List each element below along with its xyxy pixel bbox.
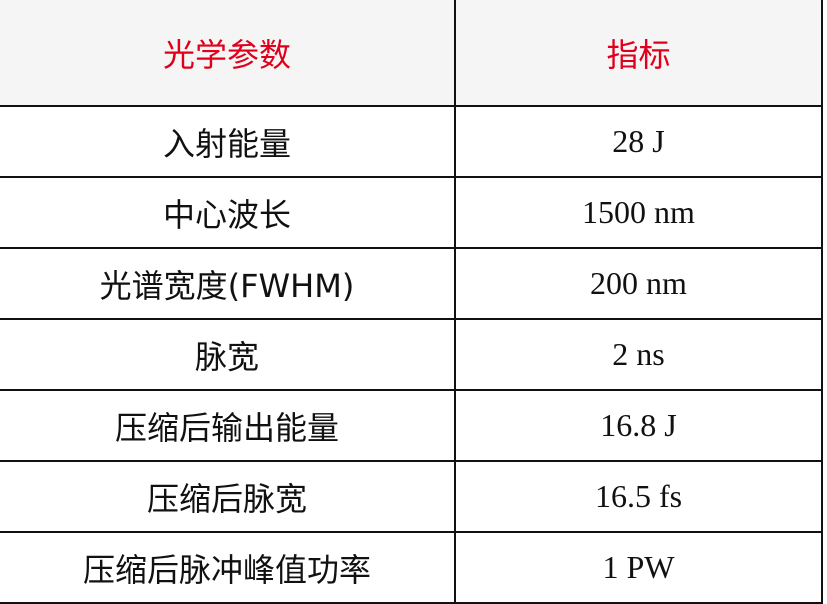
table-row: 压缩后输出能量 16.8 J [0, 390, 823, 462]
table-row: 脉宽 2 ns [0, 319, 823, 391]
header-spec: 指标 [455, 0, 823, 107]
header-row: 光学参数 指标 [0, 0, 823, 107]
param-cell: 光谱宽度(FWHM) [0, 248, 456, 320]
param-cell: 脉宽 [0, 319, 456, 391]
param-cell: 压缩后脉宽 [0, 461, 456, 533]
value-cell: 1500 nm [455, 177, 823, 249]
table-row: 入射能量 28 J [0, 106, 823, 178]
param-cell: 入射能量 [0, 106, 456, 178]
table-row: 中心波长 1500 nm [0, 177, 823, 249]
value-cell: 200 nm [455, 248, 823, 320]
value-cell: 28 J [455, 106, 823, 178]
value-cell: 2 ns [455, 319, 823, 391]
value-cell: 1 PW [455, 532, 823, 604]
table-row: 压缩后脉冲峰值功率 1 PW [0, 532, 823, 604]
table-row: 光谱宽度(FWHM) 200 nm [0, 248, 823, 320]
value-cell: 16.5 fs [455, 461, 823, 533]
param-cell: 中心波长 [0, 177, 456, 249]
header-param: 光学参数 [0, 0, 456, 107]
param-cell: 压缩后脉冲峰值功率 [0, 532, 456, 604]
param-cell: 压缩后输出能量 [0, 390, 456, 462]
table-row: 压缩后脉宽 16.5 fs [0, 461, 823, 533]
value-cell: 16.8 J [455, 390, 823, 462]
